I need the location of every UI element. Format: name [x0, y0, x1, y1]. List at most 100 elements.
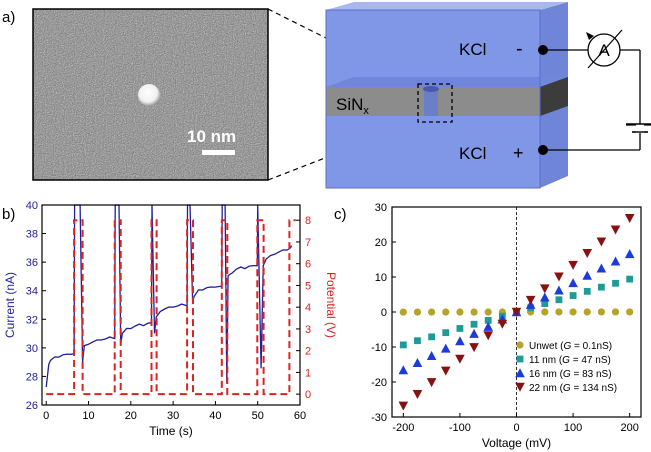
data-point: [455, 336, 465, 346]
panel-b-xtick-label: 0: [43, 410, 49, 422]
panel-b-ytick-right-label: 7: [305, 237, 311, 249]
plus-sign: +: [513, 143, 524, 163]
panel-c-ytick-label: 10: [375, 272, 387, 284]
panel-b-xtick-label: 30: [167, 410, 179, 422]
panel-c-xtick-label: -200: [392, 422, 414, 434]
data-point: [626, 308, 634, 316]
data-point: [541, 300, 549, 307]
data-point: [484, 308, 492, 316]
data-point: [483, 321, 494, 331]
panel-a: a) 10 nm: [2, 2, 651, 189]
tem-micrograph: 10 nm: [32, 8, 269, 181]
data-point: [569, 292, 577, 299]
data-point: [413, 308, 422, 316]
data-point: [626, 275, 634, 283]
panel-b-xlabel: Time (s): [149, 424, 193, 438]
data-point: [398, 365, 409, 375]
data-point: [414, 337, 421, 345]
data-point: [611, 308, 620, 316]
ammeter-label: A: [598, 41, 610, 60]
panel-b-xtick-label: 10: [82, 410, 94, 422]
data-point: [539, 292, 550, 302]
legend-marker: [515, 368, 525, 378]
data-point: [428, 308, 436, 316]
panel-c-ytick-label: 20: [375, 237, 387, 249]
panel-b-ytick-right-label: 3: [305, 324, 311, 336]
kcl-bottom-label: KCl: [459, 144, 486, 163]
data-point: [469, 343, 479, 353]
data-point: [440, 343, 451, 353]
panel-b-ytick-right-label: 4: [305, 302, 311, 314]
data-point: [583, 287, 591, 295]
legend-entry: 11 nm (G = 47 nS): [529, 355, 611, 366]
data-point: [624, 249, 635, 259]
data-point: [582, 270, 593, 280]
panel-b-ytick-right-label: 5: [305, 280, 311, 292]
panel-c-frame: [391, 206, 642, 418]
electrolyte-bottom: [326, 116, 540, 188]
data-point: [554, 272, 564, 282]
scale-bar: [202, 150, 235, 155]
data-point: [399, 341, 407, 349]
data-point: [455, 354, 465, 364]
panel-c-ytick-label: 0: [381, 307, 387, 319]
panel-b-ylabel: Current (nA): [3, 272, 17, 338]
kcl-top-label: KCl: [459, 40, 486, 59]
panel-b-ytick-right-label: 6: [305, 259, 311, 271]
panel-b-ytick-label: 38: [26, 229, 38, 241]
ammeter-arrow: [587, 29, 623, 69]
data-point: [569, 308, 577, 316]
legend-entry: 16 nm (G = 83 nS): [529, 369, 612, 380]
legend-entry: 22 nm (G = 134 nS): [529, 383, 617, 394]
data-point: [428, 333, 436, 341]
panel-b-ytick-label: 30: [26, 343, 38, 355]
potential-trace: [46, 219, 296, 396]
panel-b-ytick-right-label: 1: [305, 367, 311, 379]
data-point: [484, 317, 492, 324]
data-point: [624, 214, 635, 223]
minus-sign: -: [516, 38, 523, 60]
panel-c-xtick-label: -100: [449, 422, 471, 434]
data-point: [539, 284, 550, 294]
pore-channel: [424, 87, 438, 116]
data-point: [610, 256, 621, 266]
current-trace: [45, 204, 293, 388]
electrolyte-top: [326, 10, 540, 87]
panel-c-legend: Unwet (G = 0.1nS) 11 nm (G = 47 nS) 16 nm …: [515, 341, 617, 394]
legend-marker: [516, 355, 524, 363]
data-point: [583, 308, 591, 316]
data-point: [399, 308, 407, 316]
data-point: [442, 308, 450, 316]
data-point: [555, 308, 563, 316]
panel-b-xtick-label: 20: [125, 410, 137, 422]
nanopore-schematic: SiNx KCl KCl - +: [325, 2, 568, 189]
zoom-box: [417, 83, 453, 123]
panel-c-ytick-label: -30: [371, 412, 387, 424]
panel-b-ylabel-right: Potential (V): [324, 272, 338, 338]
data-point: [412, 357, 423, 367]
legend-entry: Unwet (G = 0.1nS): [529, 341, 612, 352]
data-point: [456, 325, 464, 332]
panel-b-ytick-right-label: 8: [305, 215, 311, 227]
data-point: [555, 296, 563, 304]
data-point: [596, 237, 607, 247]
data-point: [541, 308, 549, 316]
legend-marker: [516, 341, 524, 349]
panel-b-ytick-label: 40: [26, 200, 38, 212]
data-point: [511, 307, 522, 317]
panel-b-xtick-label: 50: [252, 410, 264, 422]
nanopore-image: [138, 84, 160, 106]
data-point: [426, 378, 437, 388]
data-point: [612, 279, 619, 287]
data-point: [596, 263, 607, 273]
data-point: [597, 308, 605, 316]
panel-c-xtick-label: 100: [564, 422, 582, 434]
panel-b-ytick-label: 32: [26, 314, 38, 326]
panel-c-xlabel: Voltage (mV): [482, 436, 551, 450]
data-point: [469, 328, 479, 338]
panel-c-xtick-label: 0: [513, 422, 519, 434]
panel-b-xtick-label: 40: [209, 410, 221, 422]
data-point: [597, 283, 605, 291]
